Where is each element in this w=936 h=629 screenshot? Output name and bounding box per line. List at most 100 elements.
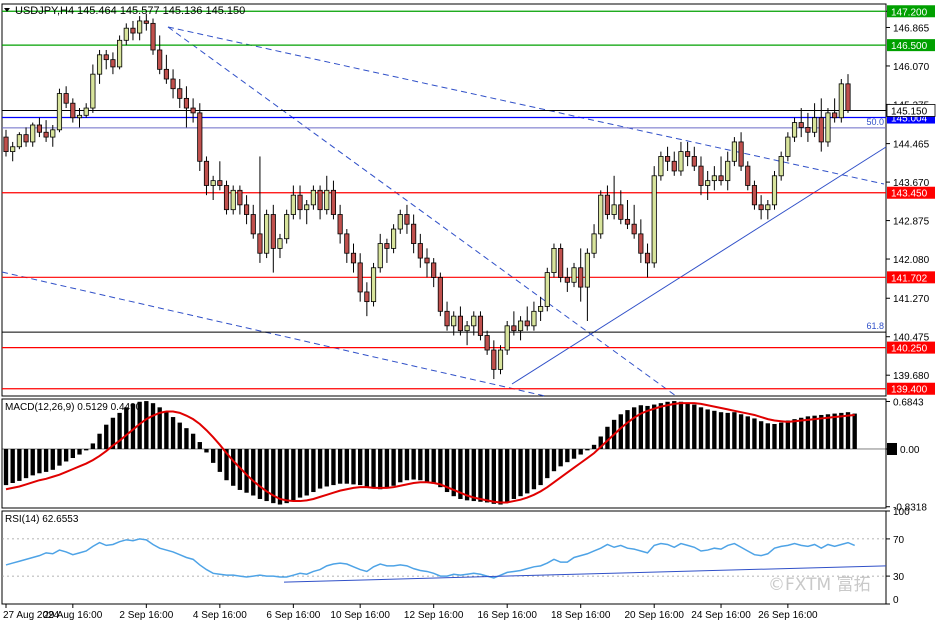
macd-histogram-bar xyxy=(505,448,510,502)
macd-histogram-bar xyxy=(424,448,430,482)
macd-histogram-bar xyxy=(471,448,476,502)
macd-tick-label: -0.8318 xyxy=(893,503,927,514)
price-tick-label: 142.875 xyxy=(893,217,930,228)
macd-histogram-bar xyxy=(605,426,610,449)
macd-histogram-bar xyxy=(157,407,162,449)
time-tick-label: 18 Sep 16:00 xyxy=(551,610,611,621)
candle-body xyxy=(444,310,450,327)
candle-body xyxy=(210,180,216,186)
price-tick-label: 144.465 xyxy=(893,140,930,151)
candle-body xyxy=(163,68,169,80)
level-tag-label: 139.400 xyxy=(891,385,928,396)
macd-histogram-bar xyxy=(578,448,583,455)
macd-histogram-bar xyxy=(525,448,530,494)
macd-histogram-bar xyxy=(190,433,196,449)
candle-body xyxy=(417,243,423,259)
candle-body xyxy=(96,54,103,75)
time-tick-label: 27 Aug 2024 xyxy=(3,610,60,621)
macd-histogram-bar xyxy=(217,448,223,472)
candle-body xyxy=(451,315,457,327)
macd-histogram-bar xyxy=(845,412,851,449)
trendline-2 xyxy=(1,271,546,397)
candle-body xyxy=(731,141,737,162)
price-tick-label: 140.475 xyxy=(893,333,930,344)
macd-histogram-bar xyxy=(638,405,644,449)
candle-body xyxy=(631,223,637,235)
candle-body xyxy=(638,233,644,254)
macd-histogram-bar xyxy=(50,448,55,470)
macd-histogram-bar xyxy=(197,442,202,449)
macd-histogram-bar xyxy=(144,401,149,449)
candle-body xyxy=(504,325,510,351)
price-tick-label: 141.270 xyxy=(893,294,930,305)
macd-histogram-bar xyxy=(438,448,443,488)
time-tick-label: 10 Sep 16:00 xyxy=(330,610,390,621)
candle-body xyxy=(170,78,176,90)
macd-histogram-bar xyxy=(317,448,323,489)
candle-body xyxy=(277,238,283,249)
macd-histogram-bar xyxy=(571,448,577,459)
macd-histogram-bar xyxy=(531,448,537,490)
rsi-line xyxy=(5,538,855,579)
candle-body xyxy=(310,189,316,206)
main-panel-frame xyxy=(1,3,887,397)
macd-histogram-bar xyxy=(304,448,309,496)
candle-body xyxy=(785,136,791,157)
level-tag xyxy=(887,382,935,395)
macd-histogram-bar xyxy=(210,448,216,463)
candle-body xyxy=(544,272,550,307)
candle-body xyxy=(404,214,410,225)
candle-body xyxy=(531,310,537,327)
candle-body xyxy=(738,141,744,167)
candle-body xyxy=(217,180,223,186)
macd-histogram-bar xyxy=(732,412,737,449)
candle-body xyxy=(23,134,29,143)
level-tag-label: 141.702 xyxy=(891,273,928,284)
collapse-arrow-icon[interactable] xyxy=(4,8,10,12)
candle-body xyxy=(197,112,203,162)
macd-histogram-bar xyxy=(478,448,483,502)
macd-histogram-bar xyxy=(277,448,283,505)
candle-body xyxy=(591,233,597,254)
candle-body xyxy=(190,107,196,114)
macd-histogram-bar xyxy=(264,448,269,502)
macd-histogram-bar xyxy=(625,410,630,449)
candle-body xyxy=(137,20,143,34)
time-tick-label: 24 Sep 16:00 xyxy=(691,610,751,621)
macd-histogram-bar xyxy=(43,448,49,472)
candle-body xyxy=(223,185,230,211)
candle-body xyxy=(230,189,236,211)
candle-body xyxy=(370,267,377,303)
macd-histogram-bar xyxy=(17,448,22,481)
candle-body xyxy=(651,175,657,264)
time-tick-label: 16 Sep 16:00 xyxy=(477,610,537,621)
macd-histogram-bar xyxy=(839,412,844,449)
macd-histogram-bar xyxy=(97,433,102,449)
candle-body xyxy=(337,214,343,235)
macd-histogram-bar xyxy=(745,416,750,449)
macd-histogram-bar xyxy=(384,448,390,488)
candle-body xyxy=(36,124,42,133)
macd-histogram-bar xyxy=(658,403,664,449)
candle-body xyxy=(364,291,370,303)
macd-histogram-bar xyxy=(297,448,303,498)
current-price-tag xyxy=(886,104,936,117)
macd-histogram-bar xyxy=(284,448,289,504)
trendline-0 xyxy=(167,26,885,185)
candle-body xyxy=(812,117,818,133)
macd-histogram-bar xyxy=(518,448,523,497)
macd-histogram-bar xyxy=(170,417,176,449)
macd-histogram-bar xyxy=(291,448,296,501)
candle-body xyxy=(76,114,83,119)
candle-body xyxy=(571,267,577,283)
candle-body xyxy=(484,335,490,351)
macd-title: MACD(12,26,9) 0.5129 0.4490 xyxy=(5,402,142,413)
candle-body xyxy=(558,247,564,278)
macd-histogram-bar xyxy=(752,418,757,449)
macd-histogram-bar xyxy=(591,444,597,449)
macd-histogram-bar xyxy=(832,413,837,449)
macd-histogram-bar xyxy=(498,448,503,505)
macd-histogram-bar xyxy=(344,448,349,484)
candle-body xyxy=(517,320,524,332)
candle-body xyxy=(16,134,22,148)
